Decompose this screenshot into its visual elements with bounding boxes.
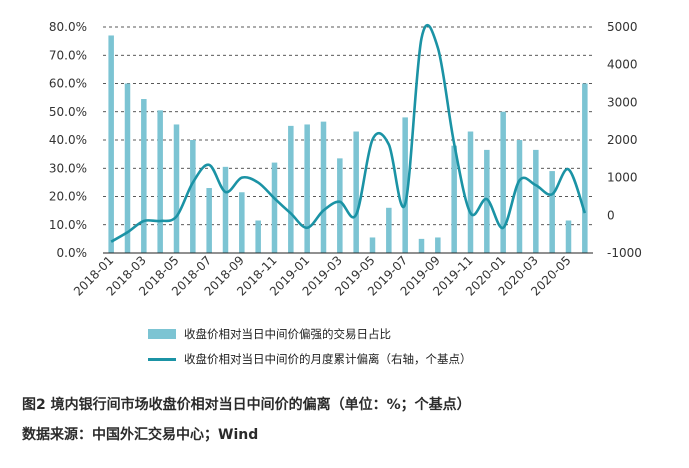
bar: [418, 238, 425, 253]
y-right-tick-label: 1000: [607, 171, 638, 185]
bar: [206, 188, 212, 253]
y-left-tick-label: 40.0%: [49, 133, 87, 147]
y-left-tick-label: 70.0%: [49, 48, 87, 62]
bar-legend-label: 收盘价相对当日中间价偏强的交易日占比: [184, 327, 391, 341]
y-left-tick-label: 10.0%: [49, 218, 87, 232]
bar: [451, 145, 457, 253]
bar-series: [108, 35, 588, 254]
line-legend-swatch: [148, 357, 176, 361]
bar: [304, 124, 310, 254]
y-right-tick-label: -1000: [607, 246, 642, 260]
y-left-tick-label: 80.0%: [49, 20, 87, 34]
bar: [190, 140, 196, 253]
bar: [222, 166, 229, 253]
bar: [271, 162, 278, 253]
bar: [337, 158, 343, 253]
bar: [582, 83, 588, 253]
bar: [173, 124, 180, 254]
y-left-tick-label: 50.0%: [49, 105, 87, 119]
bar: [255, 220, 261, 253]
bar: [124, 83, 131, 253]
gridlines: [103, 26, 593, 226]
bar: [435, 237, 441, 253]
bar: [402, 117, 408, 254]
legend-bar-entry: 收盘价相对当日中间价偏强的交易日占比: [148, 326, 391, 342]
bar: [369, 237, 376, 253]
legend-line-entry: 收盘价相对当日中间价的月度累计偏离（右轴，个基点）: [148, 351, 472, 367]
combo-chart: 0.0% 10.0% 20.0% 30.0% 40.0% 50.0% 60.0% 70.0% 8…: [49, 20, 642, 299]
bar-legend-swatch: [148, 329, 176, 339]
bar: [484, 149, 490, 253]
bar: [353, 131, 359, 253]
figure-source: 数据来源：中国外汇交易中心；Wind: [22, 427, 259, 443]
bar: [549, 171, 555, 253]
figure-title: 图2 境内银行间市场收盘价相对当日中间价的偏离（单位：%；个基点）: [22, 397, 471, 413]
bar: [157, 110, 163, 254]
line-legend-label: 收盘价相对当日中间价的月度累计偏离（右轴，个基点）: [184, 352, 472, 366]
y-right-tick-label: 0: [607, 208, 615, 222]
axes: 0.0% 10.0% 20.0% 30.0% 40.0% 50.0% 60.0% 70.0% 8…: [49, 20, 642, 299]
bar: [288, 125, 294, 253]
y-right-tick-label: 5000: [607, 20, 638, 34]
y-left-tick-label: 60.0%: [49, 77, 87, 91]
y-right-tick-label: 3000: [607, 95, 638, 109]
bar: [565, 220, 572, 253]
bar: [320, 121, 327, 253]
bar: [108, 35, 114, 253]
y-left-tick-label: 20.0%: [49, 190, 87, 204]
bar: [516, 140, 523, 253]
bar: [467, 131, 474, 253]
bar: [386, 207, 392, 253]
y-right-tick-label: 4000: [607, 58, 638, 72]
y-left-tick-label: 30.0%: [49, 161, 87, 175]
line-path: [110, 23, 587, 243]
bar: [500, 111, 506, 253]
bar: [239, 192, 245, 253]
y-right-tick-label: 2000: [607, 133, 638, 147]
bar: [141, 99, 147, 253]
y-left-tick-label: 0.0%: [57, 246, 88, 260]
bar: [533, 149, 539, 253]
line-series: [110, 23, 587, 243]
